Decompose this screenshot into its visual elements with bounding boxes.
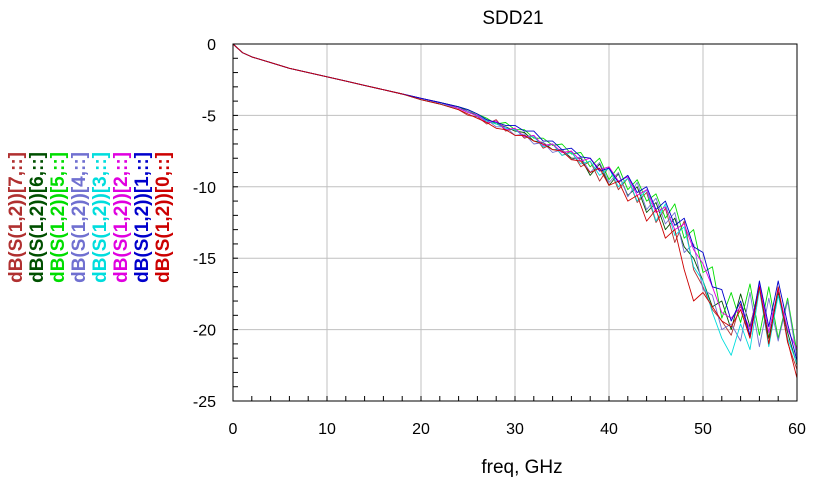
grid-lines [232,43,798,402]
legend-entry-7: dB(S(1,2))[0,::] [153,152,174,283]
legend: dB(S(1,2))[7,::] dB(S(1,2))[6,::] dB(S(1,2… [6,152,174,283]
y-tick-label: -5 [202,108,216,125]
x-tick-label: 20 [412,421,430,438]
y-tick-label: -15 [193,251,216,268]
y-tick-label: -20 [193,323,216,340]
plot-frame [232,43,798,402]
chart-title: SDD21 [482,8,543,29]
legend-entry-1: dB(S(1,2))[6,::] [27,152,48,283]
legend-entry-6: dB(S(1,2))[1,::] [132,152,153,283]
legend-entry-5: dB(S(1,2))[2,::] [111,152,132,283]
series-lines [232,43,798,379]
legend-entry-2: dB(S(1,2))[5,::] [48,152,69,283]
y-tick-label: -10 [193,180,216,197]
x-tick-label: 30 [506,421,524,438]
x-tick-label: 50 [694,421,712,438]
x-tick-label: 40 [600,421,618,438]
y-tick-labels: 0 -5 -10 -15 -20 -25 [193,37,216,411]
series-line-7 [232,43,798,379]
x-tick-label: 10 [318,421,336,438]
x-tick-label: 60 [788,421,806,438]
y-tick-label: -25 [193,394,216,411]
x-tick-labels: 0 10 20 30 40 50 60 [229,421,806,438]
x-axis-label: freq, GHz [481,457,562,478]
y-tick-label: 0 [207,37,216,54]
legend-entry-0: dB(S(1,2))[7,::] [6,152,27,283]
legend-entry-3: dB(S(1,2))[4,::] [69,152,90,283]
x-tick-label: 0 [229,421,238,438]
legend-entry-4: dB(S(1,2))[3,::] [90,152,111,283]
